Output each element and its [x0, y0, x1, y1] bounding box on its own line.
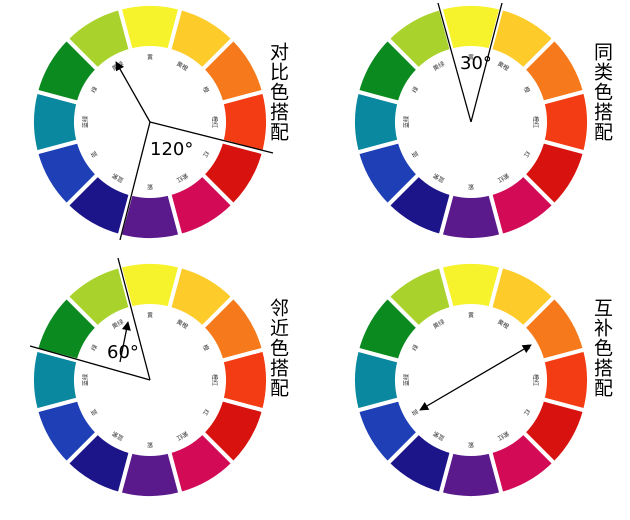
segment-label: 橙红	[211, 116, 219, 128]
angle-label: 60°	[107, 342, 139, 363]
guide-line	[419, 344, 532, 411]
segment-label: 蓝	[89, 408, 99, 417]
segment-label: 黄	[147, 312, 153, 320]
segment-label: 黄	[468, 312, 474, 320]
panel-title: 同类色搭配	[591, 42, 613, 142]
segment-label: 蓝	[410, 150, 420, 159]
segment-label: 蓝紫	[432, 171, 446, 184]
guide-line	[29, 345, 151, 381]
segment-label: 绿	[410, 85, 420, 94]
guide-line	[117, 257, 151, 381]
segment-label: 黄	[468, 54, 474, 62]
guide-line	[119, 121, 151, 241]
wheel-segment	[63, 5, 134, 73]
guide-line	[437, 2, 472, 123]
wheel-segment	[384, 263, 455, 331]
segment-label: 黄绿	[432, 60, 446, 73]
wheel-segment	[384, 5, 455, 73]
segment-label: 紫	[468, 183, 474, 191]
segment-label: 黄橙	[496, 318, 510, 331]
segment-label: 绿	[410, 343, 420, 352]
segment-label: 绿	[89, 85, 99, 94]
segment-label: 黄绿	[111, 318, 125, 331]
guide-line	[149, 121, 274, 154]
segment-label: 橙	[201, 343, 211, 352]
segment-label: 紫	[147, 441, 153, 449]
segment-label: 黄	[147, 54, 153, 62]
segment-label: 蓝紫	[111, 171, 125, 184]
segment-label: 蓝紫	[111, 429, 125, 442]
segment-label: 紫红	[175, 171, 189, 184]
segment-label: 红	[201, 150, 211, 159]
segment-label: 紫红	[496, 429, 510, 442]
segment-label: 黄橙	[175, 318, 189, 331]
segment-label: 红	[201, 408, 211, 417]
angle-label: 30°	[460, 53, 492, 74]
segment-label: 紫红	[496, 171, 510, 184]
segment-label: 蓝绿	[403, 374, 411, 386]
segment-label: 蓝紫	[432, 429, 446, 442]
segment-label: 紫红	[175, 429, 189, 442]
guide-line	[115, 61, 151, 123]
segment-label: 橙红	[532, 374, 540, 386]
guide-line	[470, 2, 503, 123]
segment-label: 蓝	[89, 150, 99, 159]
segment-label: 蓝绿	[403, 116, 411, 128]
panel-title: 对比色搭配	[267, 42, 289, 142]
segment-label: 黄橙	[496, 60, 510, 73]
segment-label: 紫	[468, 441, 474, 449]
angle-label: 120°	[150, 139, 193, 160]
segment-label: 蓝绿	[82, 374, 90, 386]
segment-label: 红	[522, 150, 532, 159]
segment-label: 橙	[522, 85, 532, 94]
segment-label: 蓝	[410, 408, 420, 417]
guide-line	[119, 321, 131, 363]
segment-label: 红	[522, 408, 532, 417]
segment-label: 橙红	[211, 374, 219, 386]
segment-label: 紫	[147, 183, 153, 191]
segment-label: 黄橙	[175, 60, 189, 73]
panel-title: 邻近色搭配	[267, 298, 289, 398]
panel-title: 互补色搭配	[591, 298, 613, 398]
segment-label: 橙红	[532, 116, 540, 128]
segment-label: 黄绿	[432, 318, 446, 331]
segment-label: 橙	[201, 85, 211, 94]
segment-label: 绿	[89, 343, 99, 352]
segment-label: 蓝绿	[82, 116, 90, 128]
